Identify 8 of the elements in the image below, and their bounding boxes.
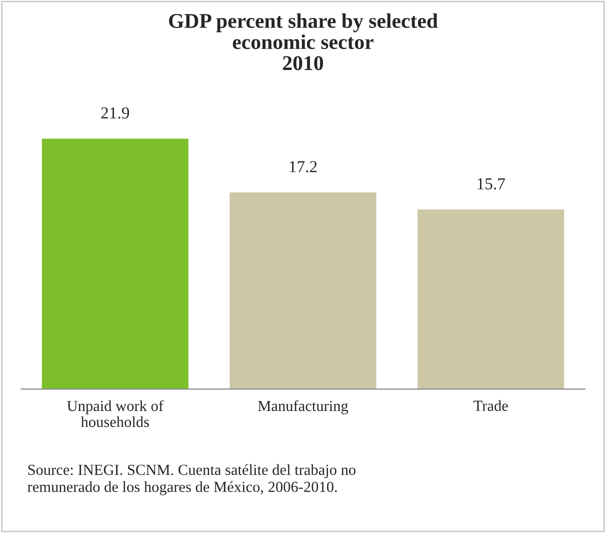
data-label: 15.7 — [478, 178, 505, 190]
data-label: 17.2 — [290, 161, 317, 172]
x-tick-label: Unpaid work of households — [67, 400, 164, 428]
data-label: 21.9 — [101, 107, 130, 119]
x-tick-label: Trade — [474, 400, 508, 411]
x-tick-label: Manufacturing — [258, 400, 348, 414]
source-note: Source: INEGI. SCNM. Cuenta satélite del trabajo no remunerado de los hogares de México, 2006-2010. — [28, 464, 356, 496]
chart-title: GDP percent share by selected economic sector 2010 — [168, 13, 438, 70]
